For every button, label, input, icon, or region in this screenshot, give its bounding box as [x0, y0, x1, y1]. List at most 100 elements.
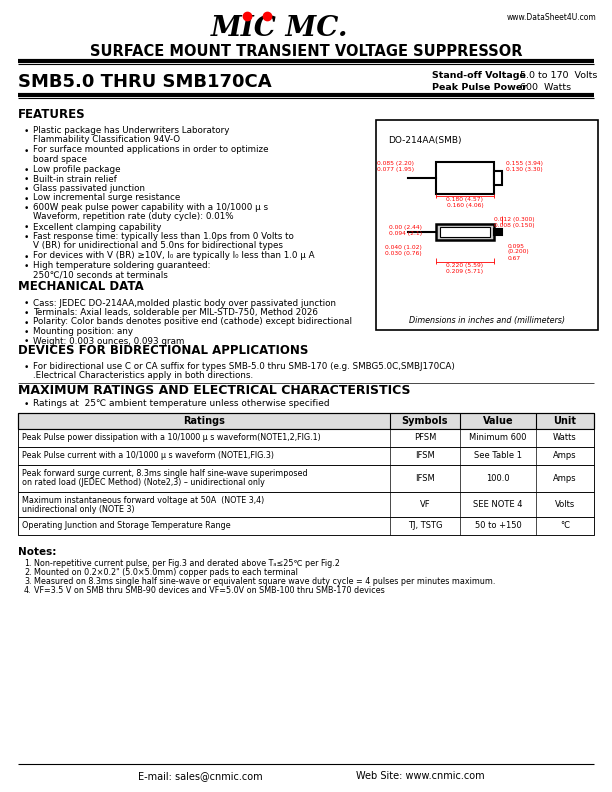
- Bar: [494, 229, 502, 235]
- Text: •: •: [23, 400, 29, 409]
- Text: •: •: [23, 166, 29, 175]
- Text: 600W peak pulse power capability with a 10/1000 μ s: 600W peak pulse power capability with a …: [33, 203, 268, 212]
- Text: •: •: [23, 204, 29, 213]
- Bar: [436, 162, 494, 194]
- Text: 0.209 (5.71): 0.209 (5.71): [446, 269, 483, 275]
- Text: 4.: 4.: [24, 586, 31, 595]
- Text: Dimensions in inches and (millimeters): Dimensions in inches and (millimeters): [409, 315, 565, 325]
- Text: •: •: [23, 127, 29, 136]
- Text: •: •: [23, 176, 29, 185]
- Text: See Table 1: See Table 1: [474, 451, 522, 460]
- Text: 0.008 (0.150): 0.008 (0.150): [494, 223, 534, 229]
- Text: •: •: [23, 318, 29, 328]
- Text: Polarity: Color bands denotes positive end (cathode) except bidirectional: Polarity: Color bands denotes positive e…: [33, 318, 352, 326]
- Text: Web Site: www.cnmic.com: Web Site: www.cnmic.com: [356, 771, 484, 781]
- Text: Value: Value: [483, 416, 513, 426]
- Bar: [376, 120, 598, 330]
- Text: Low incremental surge resistance: Low incremental surge resistance: [33, 193, 181, 203]
- Text: For surface mounted applications in order to optimize: For surface mounted applications in orde…: [33, 146, 269, 154]
- Bar: [18, 465, 594, 492]
- Text: •: •: [23, 328, 29, 337]
- Text: Plastic package has Underwriters Laboratory: Plastic package has Underwriters Laborat…: [33, 126, 230, 135]
- Text: DEVICES FOR BIDRECTIONAL APPLICATIONS: DEVICES FOR BIDRECTIONAL APPLICATIONS: [18, 344, 308, 356]
- Text: 0.130 (3.30): 0.130 (3.30): [506, 167, 543, 173]
- Text: 5.0 to 170  Volts: 5.0 to 170 Volts: [520, 70, 597, 79]
- Text: Peak Pulse power dissipation with a 10/1000 μ s waveform(NOTE1,2,FIG.1): Peak Pulse power dissipation with a 10/1…: [22, 433, 321, 443]
- Text: Mounting position: any: Mounting position: any: [33, 327, 133, 336]
- Bar: [436, 224, 494, 240]
- Bar: [18, 447, 594, 465]
- Text: IFSM: IFSM: [415, 474, 435, 483]
- Text: MIC MC.: MIC MC.: [211, 14, 349, 41]
- Text: Low profile package: Low profile package: [33, 165, 121, 174]
- Bar: [440, 227, 490, 237]
- Text: on rated load (JEDEC Method) (Note2,3) – unidirectional only: on rated load (JEDEC Method) (Note2,3) –…: [22, 478, 265, 487]
- Text: SMB5.0 THRU SMB170CA: SMB5.0 THRU SMB170CA: [18, 73, 272, 91]
- Text: Excellent clamping capability: Excellent clamping capability: [33, 223, 162, 231]
- Text: unidirectional only (NOTE 3): unidirectional only (NOTE 3): [22, 505, 135, 514]
- Text: board space: board space: [33, 154, 87, 163]
- Text: •: •: [23, 337, 29, 347]
- Bar: [18, 429, 594, 447]
- Text: Flammability Classification 94V-O: Flammability Classification 94V-O: [33, 135, 180, 144]
- Text: Non-repetitive current pulse, per Fig.3 and derated above Tₐ≤25℃ per Fig.2: Non-repetitive current pulse, per Fig.3 …: [34, 559, 340, 568]
- Text: 0.220 (5.59): 0.220 (5.59): [446, 264, 483, 268]
- Text: •: •: [23, 253, 29, 261]
- Bar: [18, 517, 594, 535]
- Text: www.DataSheet4U.com: www.DataSheet4U.com: [506, 13, 596, 21]
- Text: .Electrical Characteristics apply in both directions.: .Electrical Characteristics apply in bot…: [33, 371, 253, 380]
- Text: 50 to +150: 50 to +150: [475, 521, 521, 531]
- Text: Measured on 8.3ms single half sine-wave or equivalent square wave duty cycle = 4: Measured on 8.3ms single half sine-wave …: [34, 577, 495, 586]
- Bar: [18, 413, 594, 429]
- Text: Mounted on 0.2×0.2" (5.0×5.0mm) copper pads to each terminal: Mounted on 0.2×0.2" (5.0×5.0mm) copper p…: [34, 568, 298, 577]
- Text: 0.180 (4.57): 0.180 (4.57): [447, 197, 483, 203]
- Text: •: •: [23, 195, 29, 204]
- Text: Weight: 0.003 ounces, 0.093 gram: Weight: 0.003 ounces, 0.093 gram: [33, 337, 184, 345]
- Text: Minimum 600: Minimum 600: [469, 433, 527, 443]
- Text: 600  Watts: 600 Watts: [520, 82, 571, 92]
- Text: 0.67: 0.67: [508, 256, 521, 261]
- Text: •: •: [23, 262, 29, 271]
- Text: 3.: 3.: [24, 577, 31, 586]
- Text: 0.160 (4.06): 0.160 (4.06): [447, 204, 483, 208]
- Text: Waveform, repetition rate (duty cycle): 0.01%: Waveform, repetition rate (duty cycle): …: [33, 212, 234, 221]
- Text: Cass: JEDEC DO-214AA,molded plastic body over passivated junction: Cass: JEDEC DO-214AA,molded plastic body…: [33, 299, 336, 307]
- Text: 0.085 (2.20): 0.085 (2.20): [377, 161, 414, 166]
- Text: 0.095: 0.095: [508, 243, 525, 249]
- Text: •: •: [23, 309, 29, 318]
- Text: 0.094 (2.1): 0.094 (2.1): [389, 231, 422, 237]
- Text: Maximum instantaneous forward voltage at 50A  (NOTE 3,4): Maximum instantaneous forward voltage at…: [22, 496, 264, 505]
- Text: •: •: [23, 363, 29, 372]
- Text: Ratings at  25℃ ambient temperature unless otherwise specified: Ratings at 25℃ ambient temperature unles…: [33, 399, 330, 408]
- Text: Watts: Watts: [553, 433, 577, 443]
- Text: 1.: 1.: [24, 559, 31, 568]
- Text: Peak Pulse Power: Peak Pulse Power: [432, 82, 527, 92]
- Text: 0.012 (0.300): 0.012 (0.300): [494, 218, 534, 223]
- Text: VF: VF: [420, 500, 430, 509]
- Text: •: •: [23, 147, 29, 155]
- Text: Stand-off Voltage: Stand-off Voltage: [432, 70, 526, 79]
- Text: DO-214AA(SMB): DO-214AA(SMB): [388, 135, 461, 144]
- Text: E-mail: sales@cnmic.com: E-mail: sales@cnmic.com: [138, 771, 263, 781]
- Text: High temperature soldering guaranteed:: High temperature soldering guaranteed:: [33, 261, 211, 270]
- Text: Symbols: Symbols: [401, 416, 448, 426]
- Text: 0.030 (0.76): 0.030 (0.76): [385, 252, 422, 257]
- Text: V (BR) for unidirectional and 5.0ns for bidirectional types: V (BR) for unidirectional and 5.0ns for …: [33, 241, 283, 250]
- Text: MECHANICAL DATA: MECHANICAL DATA: [18, 280, 144, 293]
- Text: 250℃/10 seconds at terminals: 250℃/10 seconds at terminals: [33, 270, 168, 279]
- Text: 0.040 (1.02): 0.040 (1.02): [385, 246, 422, 250]
- Text: PFSM: PFSM: [414, 433, 436, 443]
- Text: (0.200): (0.200): [508, 249, 530, 254]
- Text: Glass passivated junction: Glass passivated junction: [33, 184, 145, 193]
- Text: Operating Junction and Storage Temperature Range: Operating Junction and Storage Temperatu…: [22, 521, 231, 531]
- Text: •: •: [23, 185, 29, 194]
- Text: •: •: [23, 223, 29, 233]
- Text: •: •: [23, 299, 29, 309]
- Text: Terminals: Axial leads, solderable per MIL-STD-750, Method 2026: Terminals: Axial leads, solderable per M…: [33, 308, 318, 317]
- Text: IFSM: IFSM: [415, 451, 435, 460]
- Text: VF=3.5 V on SMB thru SMB-90 devices and VF=5.0V on SMB-100 thru SMB-170 devices: VF=3.5 V on SMB thru SMB-90 devices and …: [34, 586, 385, 595]
- Text: Unit: Unit: [553, 416, 577, 426]
- Text: Ratings: Ratings: [183, 416, 225, 426]
- Text: MAXIMUM RATINGS AND ELECTRICAL CHARACTERISTICS: MAXIMUM RATINGS AND ELECTRICAL CHARACTER…: [18, 384, 411, 398]
- Text: For bidirectional use C or CA suffix for types SMB-5.0 thru SMB-170 (e.g. SMBG5.: For bidirectional use C or CA suffix for…: [33, 362, 455, 371]
